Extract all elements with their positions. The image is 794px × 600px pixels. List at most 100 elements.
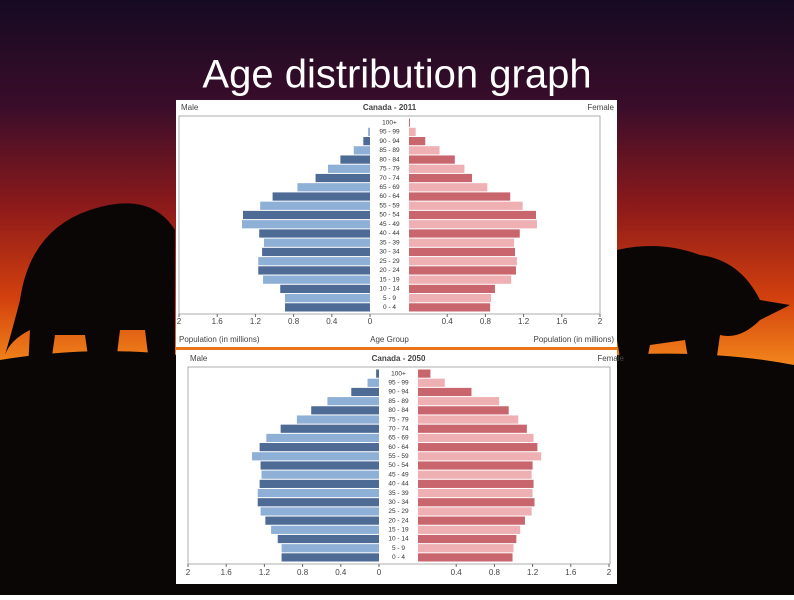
male-bar — [262, 247, 370, 257]
male-bar — [260, 507, 379, 516]
legend-female: Female — [587, 103, 614, 112]
male-bar — [259, 443, 379, 452]
chart-title: Canada - 2050 — [372, 354, 426, 363]
female-bar — [418, 553, 513, 562]
male-bar — [340, 155, 370, 164]
x-tick-label: 1.6 — [565, 568, 577, 577]
legend-male: Male — [190, 354, 208, 363]
age-label: 100+ — [382, 119, 397, 126]
female-bar — [418, 387, 472, 397]
age-label: 15 - 19 — [388, 527, 409, 534]
legend-male: Male — [181, 103, 199, 112]
x-tick-label: 1.2 — [250, 317, 262, 326]
female-bar — [409, 247, 516, 257]
x-tick-label: 0 — [377, 568, 382, 577]
female-bar — [409, 155, 455, 164]
female-bar — [409, 284, 495, 294]
age-label: 20 - 24 — [388, 517, 409, 524]
female-bar — [418, 415, 519, 424]
male-bar — [327, 397, 379, 406]
female-bar — [409, 173, 473, 183]
age-label: 60 - 64 — [388, 444, 409, 451]
female-bar — [418, 452, 542, 461]
male-bar — [368, 127, 370, 136]
x-tick-label: 0.8 — [480, 317, 492, 326]
female-bar — [409, 201, 523, 210]
female-bar — [409, 257, 517, 266]
female-bar — [418, 525, 521, 534]
x-tick-label: 0.8 — [489, 568, 501, 577]
male-bar — [285, 303, 370, 312]
age-label: 75 - 79 — [388, 416, 409, 423]
male-bar — [353, 146, 370, 155]
female-bar — [409, 136, 426, 146]
x-tick-label: 2 — [598, 317, 603, 326]
female-bar — [418, 397, 500, 406]
age-label: 60 - 64 — [379, 193, 400, 200]
age-label: 85 - 89 — [388, 398, 409, 405]
female-bar — [409, 164, 465, 173]
age-label: 40 - 44 — [388, 481, 409, 488]
male-bar — [296, 415, 379, 424]
legend-female: Female — [597, 354, 624, 363]
male-bar — [281, 544, 379, 553]
male-bar — [260, 201, 370, 210]
x-tick-label: 0.4 — [451, 568, 463, 577]
female-bar — [409, 275, 512, 284]
female-bar — [409, 220, 537, 229]
age-label: 70 - 74 — [379, 175, 400, 182]
age-label: 90 - 94 — [388, 389, 409, 396]
chart-panel — [176, 350, 617, 584]
age-label: 15 - 19 — [379, 276, 400, 283]
female-bar — [418, 498, 535, 507]
age-label: 100+ — [391, 370, 406, 377]
age-label: 5 - 9 — [392, 545, 405, 552]
age-label: 30 - 34 — [379, 249, 400, 256]
female-bar — [418, 507, 532, 516]
x-tick-label: 0 — [368, 317, 373, 326]
female-bar — [409, 118, 410, 127]
female-bar — [418, 443, 538, 452]
age-label: 5 - 9 — [383, 295, 396, 302]
x-tick-label: 0.4 — [335, 568, 347, 577]
x-axis-title: Population (in millions) — [179, 335, 260, 344]
male-bar — [272, 192, 370, 201]
age-label: 10 - 14 — [388, 536, 409, 543]
male-bar — [315, 173, 370, 183]
female-bar — [418, 488, 533, 498]
age-label: 45 - 49 — [388, 471, 409, 478]
age-label: 35 - 39 — [379, 239, 400, 246]
age-label: 90 - 94 — [379, 138, 400, 145]
female-bar — [409, 266, 516, 275]
male-bar — [311, 406, 379, 415]
male-bar — [259, 479, 379, 488]
x-tick-label: 2 — [186, 568, 191, 577]
age-label: 80 - 84 — [379, 156, 400, 163]
age-label: 85 - 89 — [379, 147, 400, 154]
female-bar — [418, 544, 514, 553]
female-bar — [418, 406, 509, 415]
chart-title: Canada - 2011 — [363, 103, 417, 112]
age-label: 75 - 79 — [379, 166, 400, 173]
male-bar — [266, 433, 379, 443]
category-axis-title: Age Group — [370, 335, 409, 344]
age-label: 95 - 99 — [379, 129, 400, 136]
age-label: 55 - 59 — [388, 453, 409, 460]
male-bar — [285, 294, 370, 303]
female-bar — [418, 369, 431, 378]
female-bar — [409, 192, 511, 201]
age-label: 50 - 54 — [379, 212, 400, 219]
age-label: 0 - 4 — [392, 554, 405, 561]
x-tick-label: 0.4 — [442, 317, 454, 326]
male-bar — [351, 387, 379, 397]
male-bar — [363, 136, 370, 146]
slide-title: Age distribution graph — [202, 53, 591, 97]
male-bar — [281, 553, 379, 562]
age-label: 35 - 39 — [388, 490, 409, 497]
age-label: 40 - 44 — [379, 230, 400, 237]
male-bar — [263, 238, 370, 247]
x-tick-label: 1.2 — [259, 568, 271, 577]
age-label: 10 - 14 — [379, 286, 400, 293]
male-bar — [258, 257, 370, 266]
